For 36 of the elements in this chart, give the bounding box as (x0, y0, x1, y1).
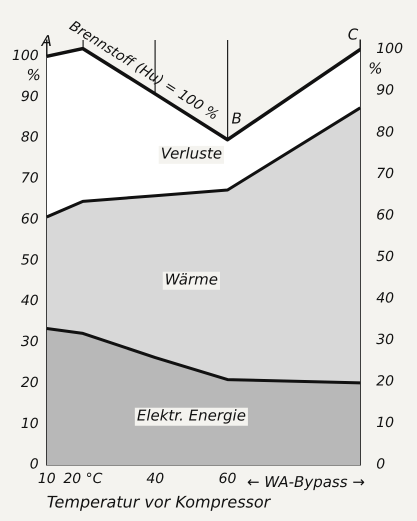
y2-axis-title: % (368, 59, 383, 78)
y-tick-label: 30 (20, 334, 39, 350)
y-tick-label: 0 (30, 456, 39, 473)
y-tick-label: 50 (20, 252, 39, 268)
y-tick-label: 90 (20, 88, 39, 105)
series-label: Wärme (164, 270, 218, 289)
y2-tick-label: 20 (376, 374, 394, 390)
x-axis-title: Temperatur vor Kompressor (46, 492, 272, 512)
y-tick-label: 70 (20, 170, 39, 187)
y2-tick-label: 80 (376, 124, 394, 140)
annotation: B (232, 110, 242, 128)
y2-tick-label: 50 (376, 248, 394, 265)
y2-tick-label: 90 (376, 82, 394, 99)
y-tick-label: 100 (12, 48, 39, 64)
y-axis-title: % (26, 66, 41, 84)
y2-tick-label: 40 (376, 290, 394, 306)
x-tick-label: 20 °C (63, 471, 103, 488)
y-tick-label: 40 (20, 293, 39, 310)
y2-tick-label: 70 (376, 166, 394, 182)
annotation: C (348, 25, 359, 44)
x-tick-label: 40 (146, 471, 164, 488)
annotation: A (40, 32, 52, 50)
y2-tick-label: 100 (376, 41, 404, 58)
y2-tick-label: 0 (376, 456, 386, 473)
x-tick-label: 10 (38, 471, 56, 488)
y2-tick-label: 10 (376, 415, 394, 432)
y-tick-label: 80 (20, 130, 39, 146)
series-label: Elektr. Energie (136, 406, 246, 425)
y-tick-label: 60 (20, 211, 39, 228)
y-tick-label: 20 (20, 374, 39, 391)
y2-tick-label: 30 (376, 332, 394, 348)
y-tick-label: 10 (20, 416, 39, 432)
series-label: Verluste (160, 144, 222, 163)
text: ← WA-Bypass → (246, 472, 365, 491)
y2-tick-label: 60 (376, 207, 394, 224)
x-tick-label: 60 (218, 471, 237, 488)
